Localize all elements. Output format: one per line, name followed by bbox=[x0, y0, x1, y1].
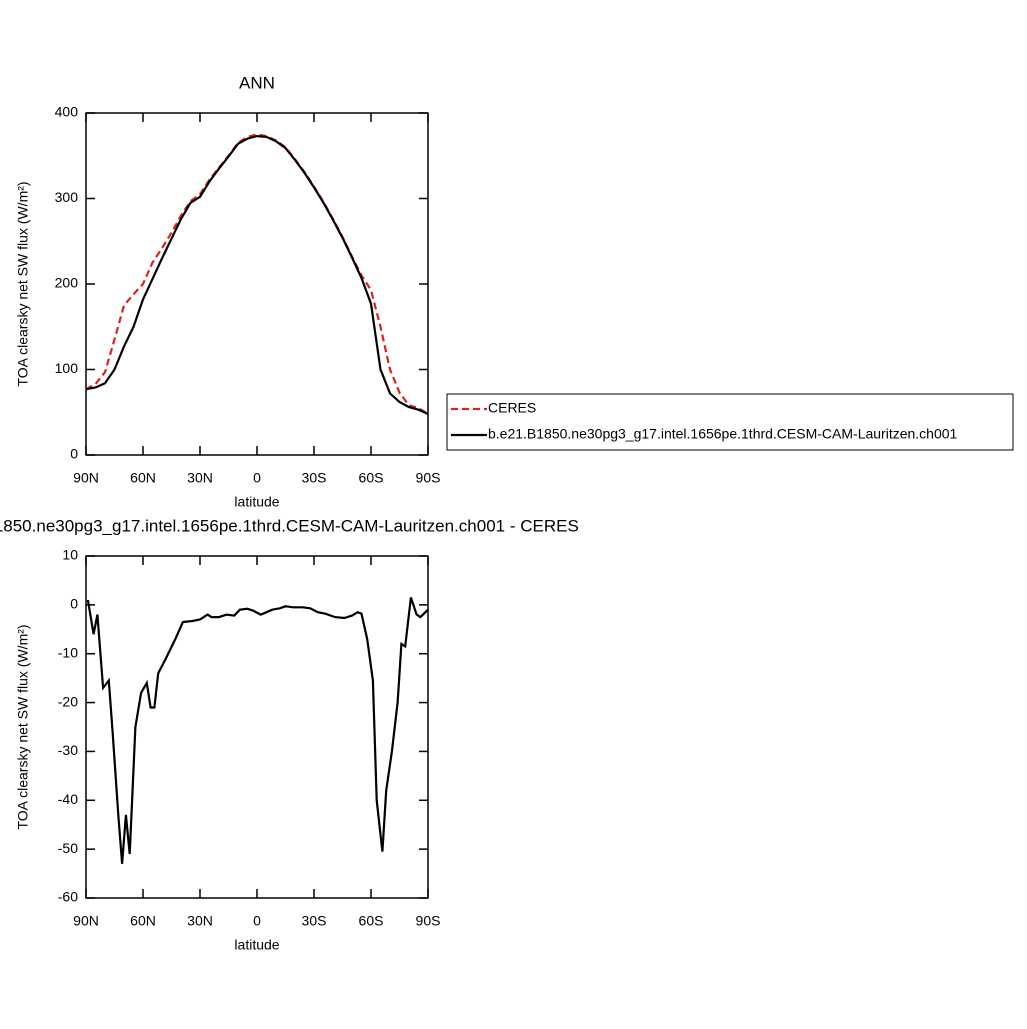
y-axis-label: TOA clearsky net SW flux (W/m²) bbox=[15, 181, 31, 386]
plot-frame bbox=[85, 555, 429, 899]
series-line bbox=[86, 597, 429, 864]
x-axis-label: latitude bbox=[234, 494, 279, 510]
x-tick-label: 30N bbox=[187, 913, 213, 929]
x-tick-label: 30S bbox=[302, 913, 327, 929]
x-tick-label: 30N bbox=[187, 470, 213, 486]
x-tick-label: 90N bbox=[73, 470, 99, 486]
y-tick-label: 0 bbox=[70, 596, 78, 612]
y-tick-label: 300 bbox=[55, 189, 79, 205]
legend-box bbox=[446, 393, 1014, 451]
plot-frame bbox=[85, 112, 429, 456]
x-tick-label: 60N bbox=[130, 913, 156, 929]
x-tick-label: 0 bbox=[253, 470, 261, 486]
x-tick-label: 60S bbox=[359, 470, 384, 486]
x-tick-label: 60N bbox=[130, 470, 156, 486]
legend-label: CERES bbox=[488, 400, 536, 416]
series-line bbox=[85, 134, 429, 416]
x-tick-label: 0 bbox=[253, 913, 261, 929]
y-tick-label: -50 bbox=[58, 840, 78, 856]
x-axis-label: latitude bbox=[234, 937, 279, 953]
y-tick-label: 400 bbox=[55, 104, 79, 120]
y-tick-label: -10 bbox=[58, 644, 78, 660]
x-tick-label: 60S bbox=[359, 913, 384, 929]
y-axis-label: TOA clearsky net SW flux (W/m²) bbox=[15, 624, 31, 829]
legend-label: b.e21.B1850.ne30pg3_g17.intel.1656pe.1th… bbox=[488, 426, 958, 442]
series-line bbox=[85, 133, 429, 415]
x-tick-label: 90S bbox=[416, 913, 441, 929]
y-tick-label: 0 bbox=[70, 446, 78, 462]
y-tick-label: -20 bbox=[58, 693, 78, 709]
x-tick-label: 90N bbox=[73, 913, 99, 929]
y-tick-label: 10 bbox=[62, 547, 78, 563]
y-tick-label: 200 bbox=[55, 275, 79, 291]
legend: CERES b.e21.B1850.ne30pg3_g17.intel.1656p… bbox=[446, 393, 1014, 451]
y-tick-label: -30 bbox=[58, 742, 78, 758]
x-tick-label: 90S bbox=[416, 470, 441, 486]
y-tick-label: 100 bbox=[55, 360, 79, 376]
chart-title: ANN bbox=[239, 73, 275, 92]
chart-title: b.e21.B1850.ne30pg3_g17.intel.1656pe.1th… bbox=[0, 516, 579, 535]
y-tick-label: -40 bbox=[58, 791, 78, 807]
x-tick-label: 30S bbox=[302, 470, 327, 486]
y-tick-label: -60 bbox=[58, 889, 78, 905]
